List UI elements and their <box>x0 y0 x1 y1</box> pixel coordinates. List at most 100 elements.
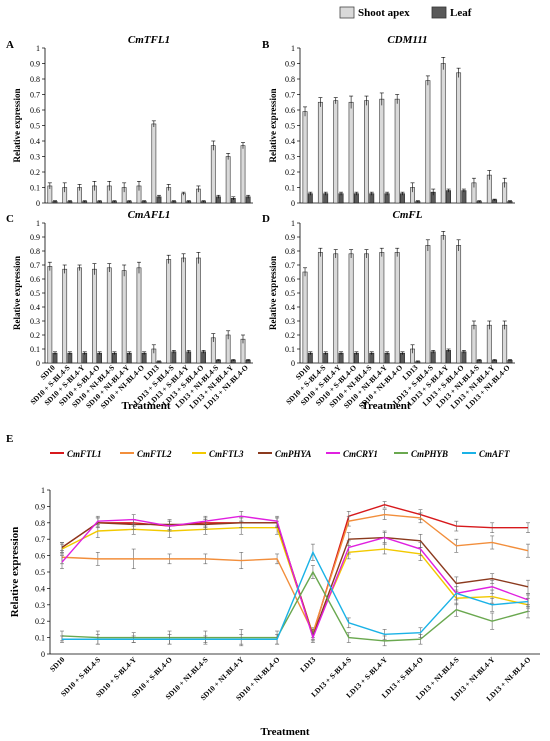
bar-shoot-apex <box>210 145 216 204</box>
y-axis-label: Relative expression <box>268 88 278 162</box>
bar-leaf <box>430 351 436 364</box>
panel-title: CDM111 <box>387 34 427 46</box>
bar-shoot-apex <box>92 268 97 364</box>
y-tick-label: 0 <box>291 359 295 368</box>
bar-shoot-apex <box>225 156 231 204</box>
panel-c: C CmAFL1 Relative expression 0 0.1 0.2 0.3 0.4 0… <box>6 209 253 411</box>
y-tick-label: 0.3 <box>30 317 40 326</box>
y-tick-label: 0.5 <box>30 122 40 131</box>
bar-shoot-apex <box>317 252 323 364</box>
bar-leaf <box>97 352 102 364</box>
bar-shoot-apex <box>394 98 400 204</box>
y-tick-label: 0.8 <box>35 519 45 528</box>
bar-shoot-apex <box>471 324 477 364</box>
line-ylabel: Relative expression <box>9 527 21 618</box>
bar-shoot-apex <box>181 257 186 364</box>
panel-letter: D <box>262 213 270 225</box>
bar-shoot-apex <box>151 123 157 204</box>
bar-shoot-apex <box>333 100 339 204</box>
legend-label-cmftl1: CmFTL1 <box>67 449 102 459</box>
y-tick-label: 0 <box>36 359 40 368</box>
y-tick-label: 0.7 <box>285 261 295 270</box>
bar-shoot-apex <box>302 111 308 204</box>
legend-label-cmphya: CmPHYA <box>275 449 311 459</box>
bar-leaf <box>353 352 359 364</box>
y-tick-label: 0.6 <box>30 275 40 284</box>
bar-leaf <box>400 352 405 364</box>
bar-shoot-apex <box>106 267 112 364</box>
legend-label-cmcry1: CmCRY1 <box>343 449 378 459</box>
bar-leaf <box>52 352 58 364</box>
y-tick-label: 0.2 <box>35 617 45 626</box>
legend-label-shoot-apex: Shoot apex <box>358 7 410 19</box>
series-line-cmcry1 <box>61 515 529 640</box>
y-tick-label: 0.1 <box>285 345 295 354</box>
legend-swatch-shoot-apex <box>339 6 355 19</box>
legend-label-leaf: Leaf <box>450 7 472 19</box>
bar-leaf <box>461 351 467 364</box>
bar-leaf <box>446 190 451 204</box>
y-tick-label: 0.8 <box>30 247 40 256</box>
y-tick-label: 0.4 <box>35 584 45 593</box>
y-tick-label: 0.5 <box>285 122 295 131</box>
bar-shoot-apex <box>333 253 339 364</box>
bar-shoot-apex <box>440 63 446 204</box>
bar-leaf <box>141 352 147 364</box>
y-tick-label: 0.3 <box>285 317 295 326</box>
bar-leaf <box>171 351 177 364</box>
bar-shoot-apex <box>196 257 201 364</box>
y-tick-label: 0.2 <box>30 168 40 177</box>
y-tick-label: 0.9 <box>30 60 40 69</box>
bar-leaf <box>384 352 390 364</box>
panel-title: CmAFL1 <box>128 209 171 221</box>
bar-shoot-apex <box>166 259 172 364</box>
series-line-cmphyb <box>61 570 529 642</box>
y-tick-label: 0.9 <box>285 233 295 242</box>
bar-leaf <box>369 352 375 364</box>
y-tick-label: 0.5 <box>285 289 295 298</box>
bar-shoot-apex <box>121 270 127 364</box>
bar-leaf <box>186 351 192 364</box>
y-tick-label: 0.9 <box>30 233 40 242</box>
bar-shoot-apex <box>364 100 369 204</box>
bar-leaf <box>82 352 88 364</box>
y-tick-label: 0 <box>41 650 45 659</box>
bar-xlabel-right: Treatment <box>361 400 410 412</box>
y-tick-label: 0.8 <box>30 75 40 84</box>
series-line-cmaft <box>62 550 529 640</box>
panel-a: A CmTFL1 Relative expression 0 0.1 0.2 0.3 0.4 0… <box>6 34 253 208</box>
bar-leaf <box>201 351 206 364</box>
panel-letter: C <box>6 213 14 225</box>
bar-leaf <box>338 352 344 364</box>
y-tick-label: 1 <box>291 44 295 53</box>
panel-b: B CDM111 Relative expression 0 0.1 0.2 0.3 0.4 0… <box>262 34 515 208</box>
bar-xlabel-left: Treatment <box>121 400 170 412</box>
y-tick-label: 1 <box>36 219 40 228</box>
bar-shoot-apex <box>425 245 431 364</box>
bar-shoot-apex <box>317 101 323 204</box>
x-tick-label: LD13 <box>298 655 317 674</box>
y-tick-label: 0.7 <box>30 261 40 270</box>
y-tick-label: 0.5 <box>35 568 45 577</box>
y-axis-label: Relative expression <box>268 256 278 330</box>
panel-e: E CmFTL1 CmFTL2 CmFTL3 CmPHYA CmCRY1 CmPHYB Cm… <box>6 433 540 738</box>
panel-title: CmFL <box>393 209 423 221</box>
y-tick-label: 0.2 <box>285 168 295 177</box>
y-tick-label: 0.7 <box>285 91 295 100</box>
y-tick-label: 0.6 <box>35 552 45 561</box>
panel-letter: B <box>262 39 270 51</box>
y-axis-label: Relative expression <box>12 88 22 162</box>
y-tick-label: 0.1 <box>30 345 40 354</box>
y-tick-label: 0.8 <box>285 247 295 256</box>
bar-shoot-apex <box>302 271 308 364</box>
y-tick-label: 0.8 <box>285 75 295 84</box>
y-tick-label: 0.4 <box>30 137 40 146</box>
bar-leaf <box>461 190 467 204</box>
y-tick-label: 0.3 <box>35 601 45 610</box>
y-tick-label: 0.3 <box>285 153 295 162</box>
legend-label-cmftl3: CmFTL3 <box>209 449 244 459</box>
bar-leaf <box>126 352 132 364</box>
y-tick-label: 0.2 <box>30 331 40 340</box>
bar-shoot-apex <box>364 253 369 364</box>
